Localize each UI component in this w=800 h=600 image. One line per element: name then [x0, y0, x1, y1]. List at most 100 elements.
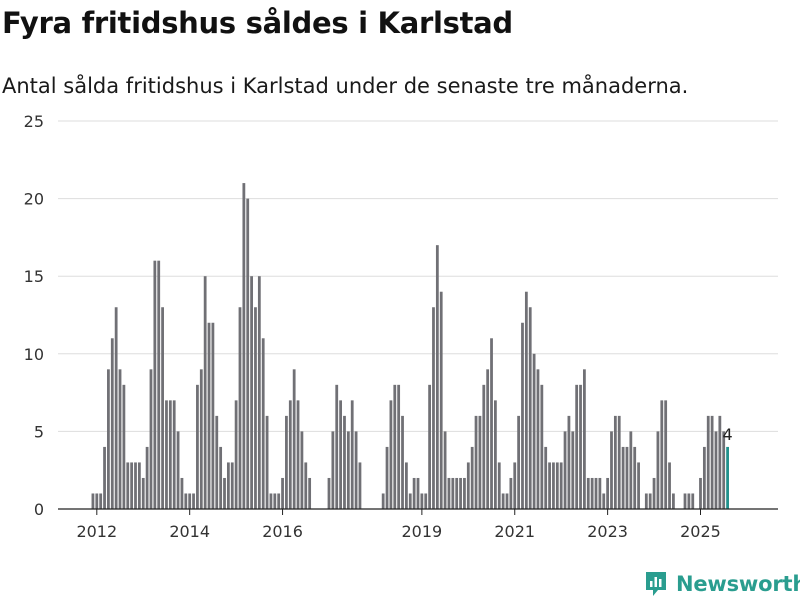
- y-tick-label: 10: [24, 345, 44, 364]
- bar: [606, 477, 610, 509]
- bar: [594, 477, 598, 509]
- bar: [184, 493, 188, 509]
- bar: [718, 415, 722, 509]
- bar: [207, 322, 211, 509]
- bar: [134, 462, 137, 509]
- bar: [107, 369, 110, 509]
- bar: [130, 462, 134, 509]
- bar: [381, 493, 385, 509]
- bar: [486, 369, 490, 509]
- y-tick-label: 5: [34, 422, 44, 441]
- bar: [211, 322, 215, 509]
- brand-name: Newsworthy: [676, 572, 800, 596]
- bar: [710, 415, 714, 509]
- bar: [157, 260, 161, 509]
- bar: [161, 307, 164, 509]
- bar: [702, 446, 706, 509]
- x-tick-label: 2023: [587, 522, 628, 541]
- bar: [404, 462, 408, 509]
- bar: [331, 431, 335, 509]
- bar: [652, 477, 656, 509]
- bar: [288, 400, 292, 509]
- bar: [401, 415, 404, 509]
- bar: [354, 431, 358, 509]
- bar: [126, 462, 130, 509]
- bar: [598, 477, 602, 509]
- bar: [540, 384, 544, 509]
- bar: [691, 493, 695, 509]
- bar: [327, 477, 331, 509]
- bar: [420, 493, 424, 509]
- bar: [103, 446, 106, 509]
- chart-bubble-icon: [646, 572, 666, 596]
- y-tick-label: 0: [34, 500, 44, 519]
- x-tick-label: 2012: [76, 522, 117, 541]
- x-tick-label: 2025: [680, 522, 721, 541]
- bar: [397, 384, 401, 509]
- bar: [226, 462, 230, 509]
- bar: [265, 415, 269, 509]
- bar: [637, 462, 640, 509]
- newsworthy-logo: Newsworthy: [644, 570, 800, 598]
- bar: [432, 307, 435, 509]
- bar: [563, 431, 567, 509]
- bar: [633, 446, 637, 509]
- bar: [412, 477, 416, 509]
- bar: [215, 415, 219, 509]
- bar: [455, 477, 459, 509]
- bar: [722, 431, 726, 509]
- bar: [517, 415, 521, 509]
- bar: [300, 431, 304, 509]
- bar: [532, 353, 536, 509]
- bar: [586, 477, 590, 509]
- bar: [122, 384, 126, 509]
- bar: [350, 400, 354, 509]
- bar: [544, 446, 548, 509]
- bar: [555, 462, 559, 509]
- bar: [304, 462, 308, 509]
- bar: [343, 415, 346, 509]
- bar: [165, 400, 168, 509]
- bar: [505, 493, 509, 509]
- bar: [172, 400, 176, 509]
- bar: [439, 291, 443, 509]
- x-tick-label: 2019: [402, 522, 443, 541]
- bar: [490, 338, 493, 509]
- bar: [91, 493, 95, 509]
- bar: [153, 260, 157, 509]
- x-axis-labels: 2012 2014 2016 2019 2021 2023 2025: [76, 522, 720, 541]
- bar: [149, 369, 153, 509]
- bar: [583, 369, 586, 509]
- bar: [443, 431, 447, 509]
- bar: [118, 369, 122, 509]
- y-tick-label: 20: [24, 190, 44, 209]
- bar: [385, 446, 389, 509]
- bar: [706, 415, 710, 509]
- bar: [292, 369, 296, 509]
- bar: [273, 493, 277, 509]
- bar: [281, 477, 284, 509]
- bar: [567, 415, 571, 509]
- bar: [571, 431, 575, 509]
- bar: [552, 462, 555, 509]
- bar: [625, 446, 629, 509]
- bar: [459, 477, 462, 509]
- bar: [358, 462, 362, 509]
- bar: [466, 462, 470, 509]
- bar: [137, 462, 141, 509]
- bar: [672, 493, 675, 509]
- bar: [250, 276, 253, 509]
- bar: [389, 400, 393, 509]
- bar: [219, 446, 223, 509]
- bar: [579, 384, 582, 509]
- bar: [346, 431, 350, 509]
- bar: [242, 183, 246, 509]
- bar: [656, 431, 660, 509]
- bar: [590, 477, 594, 509]
- bar: [424, 493, 428, 509]
- bar: [254, 307, 257, 509]
- page-title: Fyra fritidshus såldes i Karlstad: [2, 6, 513, 40]
- bar: [501, 493, 505, 509]
- bar: [285, 415, 288, 509]
